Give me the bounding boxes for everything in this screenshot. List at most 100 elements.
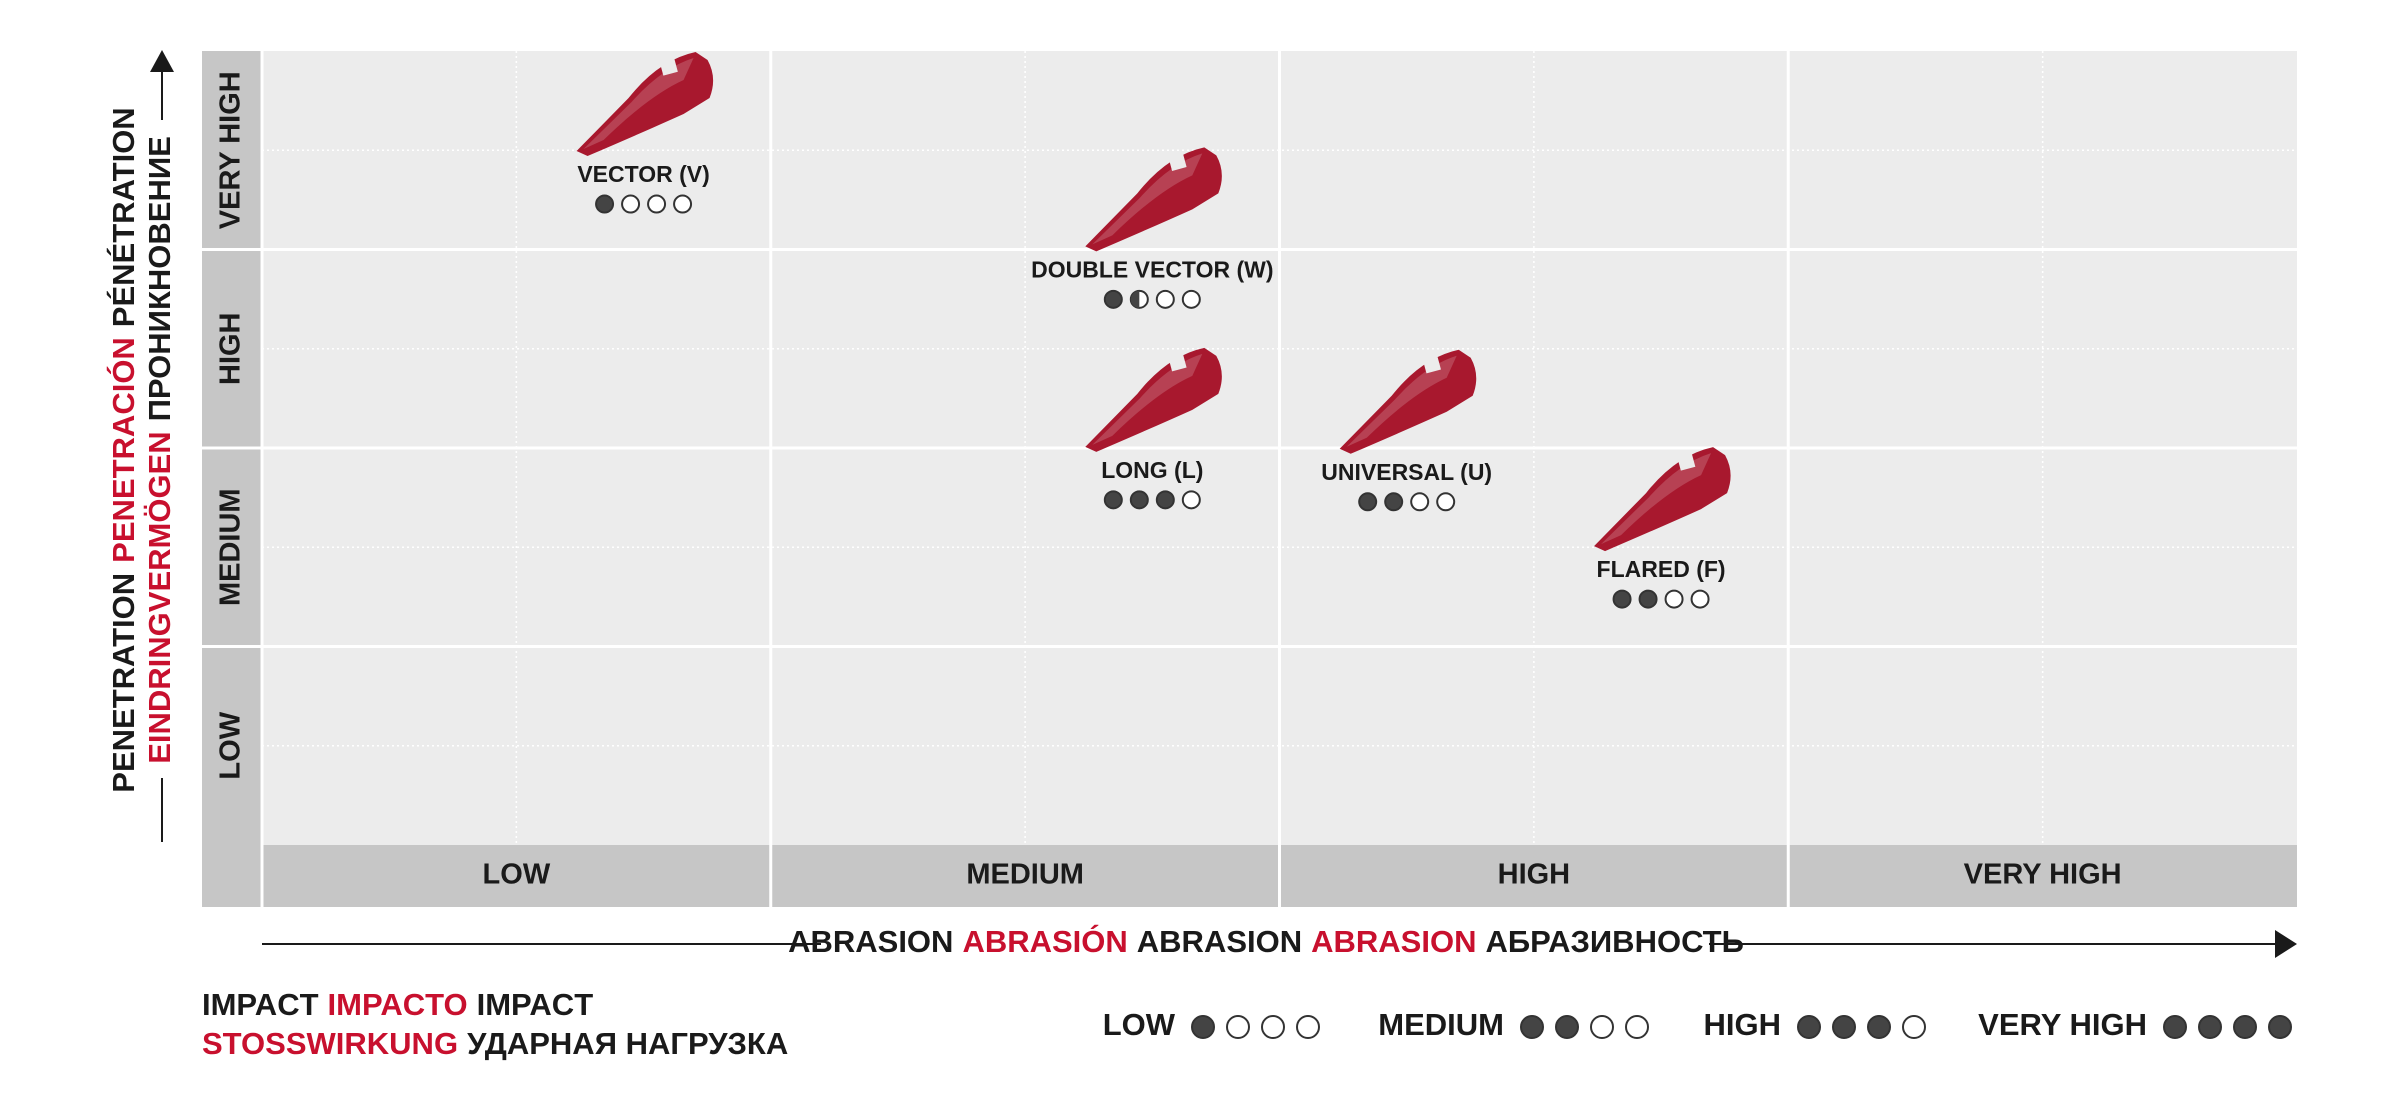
impact-title-part: УДАРНАЯ НАГРУЗКА [467,1026,788,1061]
y-title-part: PENETRATION [106,573,141,793]
y-title-part: ПРОНИКНОВЕНИЕ [142,136,177,421]
impact-dot [1103,289,1123,309]
y-category-label: VERY HIGH [215,71,247,229]
impact-title-part: STOSSWIRKUNG [202,1026,458,1061]
impact-title-part: IMPACT [202,987,319,1022]
impact-dot [1867,1015,1891,1039]
x-category-label: HIGH [1498,859,1571,891]
point: VECTOR (V) [576,52,714,214]
tooth-highlight [1346,355,1457,447]
x-title-part: АБРАЗИВНОСТЬ [1485,924,1743,959]
impact-dot [673,194,693,214]
x-category-label: MEDIUM [966,859,1084,891]
impact-dot [1902,1015,1926,1039]
impact-dot [1155,490,1175,510]
impact-dot [2198,1015,2222,1039]
y-title-line: PENETRATION PENETRACIÓN PÉNÉTRATION [105,107,141,792]
impact-title-part: IMPACT [477,987,594,1022]
y-title-line: EINDRINGVERMÖGEN ПРОНИКНОВЕНИЕ [142,136,177,764]
impact-rating [1612,589,1710,609]
tooth-hole [659,59,678,76]
impact-dot [595,194,615,214]
x-category-label: LOW [483,859,551,891]
point-label: LONG (L) [1101,457,1203,483]
impact-dot [2268,1015,2292,1039]
impact-dot [1797,1015,1821,1039]
x-title-part: ABRASION [1311,924,1476,959]
impact-title-line: STOSSWIRKUNG УДАРНАЯ НАГРУЗКА [202,1026,788,1061]
impact-dot [1590,1015,1614,1039]
impact-title-line: IMPACT IMPACTO IMPACT [202,987,593,1022]
impact-dot [1436,492,1456,512]
tooth-hole [1168,154,1187,171]
impact-dot [1384,492,1404,512]
impact-dot [1261,1015,1285,1039]
impact-dot [1296,1015,1320,1039]
point: LONG (L) [1085,347,1222,510]
point: FLARED (F) [1594,447,1731,609]
impact-dot [1191,1015,1215,1039]
tooth-highlight [1092,353,1203,445]
legend-rating [1520,1015,1649,1039]
impact-dot [1638,589,1658,609]
x-title-part: ABRASION [1137,924,1302,959]
legend-label: VERY HIGH [1978,1007,2147,1042]
impact-dot [1181,289,1201,309]
tooth-icon [1085,147,1222,252]
tooth-icon [576,52,714,157]
impact-dot [1358,492,1378,512]
impact-dot [1555,1015,1579,1039]
impact-dot [1612,589,1632,609]
impact-dot [1226,1015,1250,1039]
impact-dot [1103,490,1123,510]
impact-dot [1155,289,1175,309]
x-title-part: ABRASIÓN [962,923,1127,959]
impact-rating [1103,490,1201,510]
impact-dot [1625,1015,1649,1039]
impact-dot-half [1130,290,1140,308]
impact-dot [621,194,641,214]
x-category-label: VERY HIGH [1964,859,2122,891]
tooth-highlight [1092,153,1203,245]
legend-label: LOW [1103,1007,1176,1042]
impact-dot [1664,589,1684,609]
column-label-band [202,845,2297,907]
tooth-highlight [583,58,694,150]
impact-dot [1520,1015,1544,1039]
tooth-hole [1168,354,1187,372]
x-axis-title: ABRASION ABRASIÓN ABRASION ABRASION АБРАЗИВН… [788,923,1744,959]
tooth-highlight [1601,453,1712,545]
y-category-label: MEDIUM [215,488,247,606]
point-label: DOUBLE VECTOR (W) [1031,256,1273,282]
point-label: VECTOR (V) [577,161,709,187]
legend-rating [1797,1015,1926,1039]
impact-dot [647,194,667,214]
tooth-icon [1339,349,1477,454]
impact-dot [1690,589,1710,609]
point: UNIVERSAL (U) [1321,349,1492,512]
y-title-part: EINDRINGVERMÖGEN [142,431,177,763]
tooth-hole [1677,454,1696,471]
impact-title-part: IMPACTO [328,987,468,1022]
y-title-part: PÉNÉTRATION [106,107,141,327]
x-arrow-head [2275,930,2297,958]
impact-dot [2163,1015,2187,1039]
legend-rating [1191,1015,1320,1039]
tooth-icon [1085,347,1222,452]
y-arrow-head [150,50,174,72]
y-category-label: HIGH [215,313,247,386]
point-label: UNIVERSAL (U) [1321,459,1492,485]
legend-label: HIGH [1704,1007,1782,1042]
x-title-part: ABRASION [788,924,953,959]
tooth-icon [1594,447,1731,552]
impact-dot [1129,490,1149,510]
y-axis-title: PENETRATION PENETRACIÓN PÉNÉTRATION EINDRI… [105,107,177,792]
impact-rating [595,194,693,214]
point-label: FLARED (F) [1597,556,1726,582]
impact-dot [1181,490,1201,510]
tooth-hole [1423,356,1441,374]
y-title-part: PENETRACIÓN [105,337,141,563]
impact-rating [1103,289,1201,309]
